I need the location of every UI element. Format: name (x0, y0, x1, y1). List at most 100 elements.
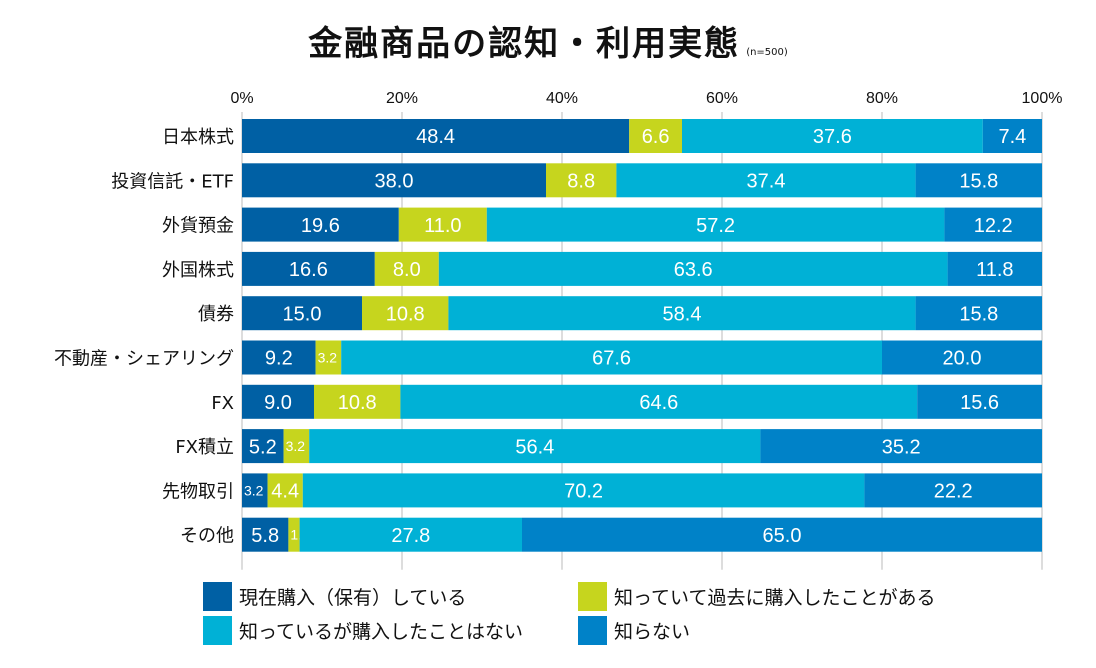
bar-segment (288, 517, 300, 552)
data-label: 57.2 (696, 215, 735, 237)
data-label: 10.8 (386, 303, 425, 325)
data-label: 35.2 (882, 436, 921, 458)
legend-swatch (203, 582, 232, 611)
x-tick-label: 20% (386, 90, 418, 107)
data-label: 9.0 (264, 392, 292, 414)
data-label: 38.0 (375, 171, 414, 193)
bar-segment (242, 473, 268, 508)
category-label: FX (211, 393, 234, 414)
data-label: 67.6 (592, 348, 631, 370)
data-label: 15.6 (960, 392, 999, 414)
bar-segment (242, 429, 284, 464)
bar-segment (341, 340, 882, 375)
bar-segment (682, 119, 983, 153)
bar-segment (864, 473, 1042, 508)
x-tick-label: 0% (230, 90, 253, 107)
data-label: 10.8 (338, 392, 377, 414)
data-label: 5.8 (251, 525, 279, 547)
data-label: 11.8 (976, 259, 1013, 281)
bar-segment (242, 251, 375, 286)
bar-segment (944, 207, 1042, 242)
x-tick-label: 60% (706, 90, 738, 107)
bar-segment (314, 384, 401, 419)
data-label: 63.6 (674, 259, 713, 281)
bar-segment (242, 384, 314, 419)
bar-segment (522, 517, 1042, 552)
bar-segment (629, 119, 682, 153)
bar-segment (917, 384, 1042, 419)
data-label: 65.0 (763, 525, 802, 547)
category-label: 日本株式 (162, 127, 234, 148)
bar-segment (398, 207, 487, 242)
bar-segment (438, 251, 948, 286)
bar-segment (400, 384, 918, 419)
data-label: 15.0 (283, 303, 322, 325)
data-label: 5.2 (249, 436, 277, 458)
data-label: 15.8 (959, 303, 998, 325)
data-label: 7.4 (998, 126, 1026, 148)
legend-label: 知っているが購入したことはない (239, 621, 523, 643)
data-label: 70.2 (564, 481, 603, 503)
bar-segment (309, 429, 761, 464)
category-label: FX積立 (175, 437, 234, 458)
data-label: 8.0 (393, 259, 421, 281)
bar-segment (982, 119, 1042, 153)
data-label: 15.8 (959, 171, 998, 193)
data-label: 4.4 (271, 481, 299, 503)
bar-segment (267, 473, 303, 508)
category-label: 債券 (198, 304, 234, 325)
category-label: その他 (180, 526, 234, 547)
data-label: 11.0 (424, 215, 461, 237)
data-label: 56.4 (515, 436, 554, 458)
bar-segment (760, 429, 1042, 464)
bar-segment (242, 296, 362, 331)
data-label: 3.2 (286, 438, 306, 454)
legend-label: 知っていて過去に購入したことがある (614, 587, 935, 609)
bar-segment (882, 340, 1042, 375)
bar-segment (242, 207, 399, 242)
chart-subtitle: (n=500) (746, 47, 788, 58)
bar-segment (448, 296, 916, 331)
data-label: 37.4 (747, 171, 786, 193)
data-label: 27.8 (391, 525, 430, 547)
chart-title: 金融商品の認知・利用実態 (308, 24, 741, 64)
bar-segment (374, 251, 439, 286)
data-label: 64.6 (639, 392, 678, 414)
category-label: 先物取引 (162, 481, 234, 502)
data-label: 6.6 (642, 126, 670, 148)
category-label: 不動産・シェアリング (54, 349, 234, 370)
bar-segment (915, 163, 1042, 198)
bar-segment (546, 163, 617, 198)
data-label: 19.6 (301, 215, 340, 237)
data-label: 16.6 (289, 259, 328, 281)
data-label: 20.0 (943, 348, 982, 370)
bar-segment (947, 251, 1042, 286)
category-label: 投資信託・ETF (111, 171, 234, 192)
data-label: 37.6 (813, 126, 852, 148)
bar-segment (242, 119, 630, 153)
bar-segment (302, 473, 865, 508)
x-tick-label: 100% (1022, 90, 1063, 107)
bar-segment (242, 517, 289, 552)
data-label: 9.2 (265, 348, 293, 370)
legend-swatch (203, 616, 232, 645)
x-tick-label: 80% (866, 90, 898, 107)
data-label: 12.2 (974, 215, 1013, 237)
data-label: 3.2 (318, 350, 338, 366)
category-label: 外貨預金 (162, 216, 234, 237)
data-label: 8.8 (567, 171, 595, 193)
category-label: 外国株式 (162, 260, 234, 281)
data-label: 58.4 (663, 303, 702, 325)
bar-segment (486, 207, 945, 242)
bar-segment (299, 517, 522, 552)
legend-label: 現在購入（保有）している (239, 587, 466, 609)
bar-segment (616, 163, 916, 198)
chart-title-block: 金融商品の認知・利用実態 (n=500) (0, 16, 1096, 65)
legend-label: 知らない (614, 621, 690, 643)
bar-segment (242, 163, 546, 198)
data-label: 22.2 (934, 481, 973, 503)
bar-segment (315, 340, 342, 375)
bar-segment (362, 296, 449, 331)
data-label: 3.2 (244, 482, 264, 498)
